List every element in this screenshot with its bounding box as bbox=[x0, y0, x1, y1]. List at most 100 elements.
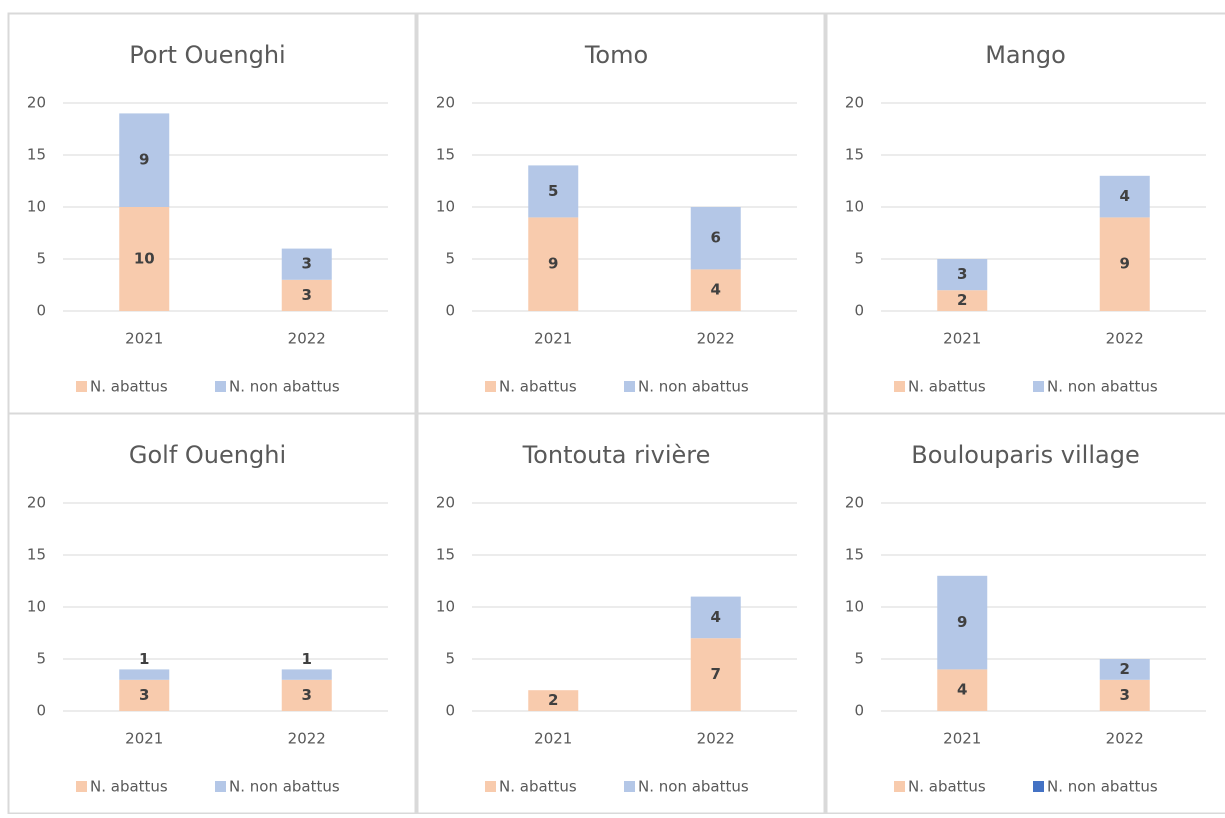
y-tick-label: 5 bbox=[36, 250, 46, 268]
y-tick-label: 15 bbox=[27, 146, 46, 164]
legend-label: N. non abattus bbox=[1047, 378, 1158, 396]
legend-swatch bbox=[485, 381, 496, 392]
x-tick-label: 2021 bbox=[125, 730, 163, 748]
legend-swatch bbox=[215, 381, 226, 392]
y-tick-label: 0 bbox=[854, 302, 864, 320]
y-tick-label: 20 bbox=[27, 494, 46, 512]
y-tick-label: 0 bbox=[36, 302, 46, 320]
data-label: 1 bbox=[302, 650, 312, 668]
x-tick-label: 2022 bbox=[288, 730, 326, 748]
data-label: 9 bbox=[957, 613, 967, 631]
data-label: 3 bbox=[957, 265, 967, 283]
data-label: 3 bbox=[302, 686, 312, 704]
y-tick-label: 15 bbox=[845, 546, 864, 564]
x-tick-label: 2022 bbox=[1106, 730, 1144, 748]
y-tick-label: 10 bbox=[436, 198, 455, 216]
legend-label: N. non abattus bbox=[229, 378, 340, 396]
data-label: 3 bbox=[139, 686, 149, 704]
legend-swatch bbox=[894, 781, 905, 792]
y-tick-label: 0 bbox=[36, 702, 46, 720]
y-tick-label: 15 bbox=[436, 546, 455, 564]
legend-swatch bbox=[894, 381, 905, 392]
y-tick-label: 10 bbox=[436, 598, 455, 616]
legend-label: N. non abattus bbox=[638, 778, 749, 796]
legend-swatch bbox=[76, 781, 87, 792]
x-tick-label: 2021 bbox=[534, 730, 572, 748]
data-label: 2 bbox=[1120, 660, 1130, 678]
chart-title: Tomo bbox=[584, 41, 648, 69]
data-label: 4 bbox=[1120, 187, 1130, 205]
panel bbox=[827, 414, 1225, 814]
x-tick-label: 2022 bbox=[1106, 330, 1144, 348]
y-tick-label: 10 bbox=[845, 598, 864, 616]
chart-title: Port Ouenghi bbox=[129, 41, 285, 69]
chart-title: Tontouta rivière bbox=[522, 441, 711, 469]
y-tick-label: 5 bbox=[854, 250, 864, 268]
data-label: 5 bbox=[548, 182, 558, 200]
legend-swatch bbox=[485, 781, 496, 792]
y-tick-label: 5 bbox=[445, 250, 455, 268]
x-tick-label: 2021 bbox=[534, 330, 572, 348]
chart-title: Boulouparis village bbox=[911, 441, 1139, 469]
data-label: 7 bbox=[711, 665, 721, 683]
y-tick-label: 10 bbox=[27, 598, 46, 616]
bar-segment bbox=[282, 669, 332, 679]
legend-swatch bbox=[215, 781, 226, 792]
data-label: 9 bbox=[548, 255, 558, 273]
legend-label: N. non abattus bbox=[638, 378, 749, 396]
data-label: 4 bbox=[711, 608, 721, 626]
data-label: 9 bbox=[1120, 255, 1130, 273]
x-tick-label: 2022 bbox=[697, 330, 735, 348]
data-label: 9 bbox=[139, 151, 149, 169]
panel bbox=[827, 14, 1225, 414]
data-label: 3 bbox=[302, 255, 312, 273]
data-label: 6 bbox=[711, 229, 721, 247]
y-tick-label: 15 bbox=[845, 146, 864, 164]
y-tick-label: 15 bbox=[436, 146, 455, 164]
panel bbox=[418, 14, 825, 414]
y-tick-label: 20 bbox=[845, 494, 864, 512]
legend-label: N. abattus bbox=[499, 378, 577, 396]
y-tick-label: 0 bbox=[445, 302, 455, 320]
y-tick-label: 0 bbox=[854, 702, 864, 720]
data-label: 4 bbox=[711, 281, 721, 299]
y-tick-label: 15 bbox=[27, 546, 46, 564]
legend-label: N. abattus bbox=[90, 778, 168, 796]
data-label: 2 bbox=[957, 291, 967, 309]
y-tick-label: 5 bbox=[445, 650, 455, 668]
chart-title: Mango bbox=[985, 41, 1066, 69]
chart-title: Golf Ouenghi bbox=[129, 441, 286, 469]
y-tick-label: 20 bbox=[845, 94, 864, 112]
legend-swatch bbox=[1033, 381, 1044, 392]
y-tick-label: 20 bbox=[436, 94, 455, 112]
x-tick-label: 2021 bbox=[943, 330, 981, 348]
panel bbox=[418, 414, 825, 814]
data-label: 3 bbox=[1120, 686, 1130, 704]
y-tick-label: 0 bbox=[445, 702, 455, 720]
y-tick-label: 20 bbox=[27, 94, 46, 112]
data-label: 1 bbox=[139, 650, 149, 668]
y-tick-label: 5 bbox=[36, 650, 46, 668]
panel bbox=[9, 414, 416, 814]
panel bbox=[9, 14, 416, 414]
legend-label: N. abattus bbox=[499, 778, 577, 796]
x-tick-label: 2021 bbox=[943, 730, 981, 748]
legend-swatch bbox=[624, 781, 635, 792]
legend-swatch bbox=[76, 381, 87, 392]
legend-label: N. non abattus bbox=[229, 778, 340, 796]
data-label: 2 bbox=[548, 691, 558, 709]
bar-segment bbox=[119, 669, 169, 679]
legend-swatch bbox=[624, 381, 635, 392]
x-tick-label: 2021 bbox=[125, 330, 163, 348]
x-tick-label: 2022 bbox=[697, 730, 735, 748]
y-tick-label: 20 bbox=[436, 494, 455, 512]
y-tick-label: 10 bbox=[845, 198, 864, 216]
legend-label: N. abattus bbox=[90, 378, 168, 396]
legend-label: N. abattus bbox=[908, 378, 986, 396]
y-tick-label: 10 bbox=[27, 198, 46, 216]
legend-label: N. non abattus bbox=[1047, 778, 1158, 796]
y-tick-label: 5 bbox=[854, 650, 864, 668]
legend-swatch bbox=[1033, 781, 1044, 792]
x-tick-label: 2022 bbox=[288, 330, 326, 348]
